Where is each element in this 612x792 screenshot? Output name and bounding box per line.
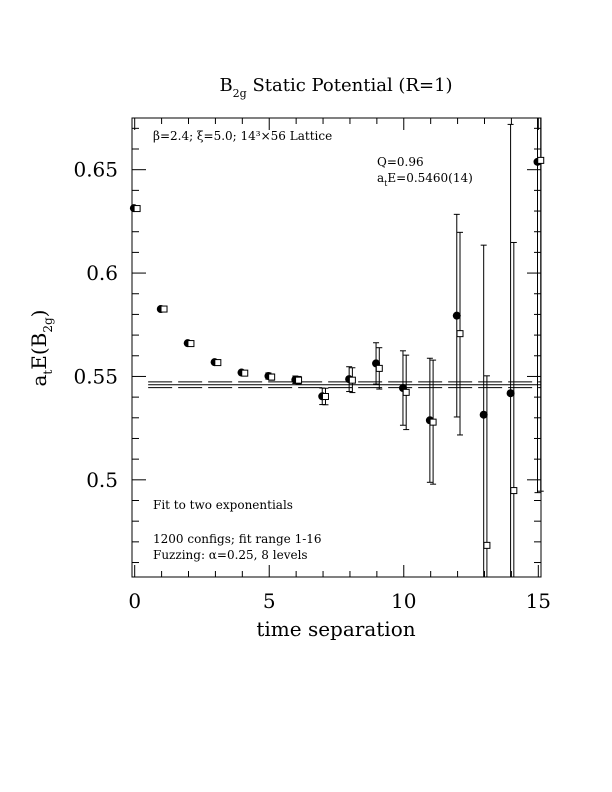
data-point-square — [160, 305, 168, 313]
x-tick-label: 15 — [526, 589, 551, 613]
q-value-annotation: Q=0.96 — [377, 155, 424, 169]
y-tick-label: 0.55 — [73, 364, 118, 388]
data-points — [129, 118, 545, 577]
axis-tick-labels: 0 5 10 15 0.5 0.55 0.6 0.65 — [73, 158, 551, 613]
x-tick-label: 0 — [128, 589, 141, 613]
data-point-square — [375, 364, 383, 372]
data-point-square — [537, 156, 545, 164]
data-point-square — [133, 205, 141, 213]
axis-ticks — [132, 118, 541, 577]
data-point-circle — [506, 389, 515, 398]
data-point-square — [268, 373, 276, 381]
data-point-square — [429, 418, 437, 426]
y-tick-label: 0.5 — [86, 468, 118, 492]
fuzzing-annotation: Fuzzing: α=0.25, 8 levels — [153, 548, 308, 562]
configs-annotation: 1200 configs; fit range 1-16 — [153, 532, 322, 546]
data-point-square — [348, 376, 356, 384]
fit-band — [148, 381, 541, 389]
x-tick-label: 10 — [391, 589, 416, 613]
data-point-square — [321, 393, 329, 401]
data-point-square — [483, 541, 491, 549]
x-tick-label: 5 — [263, 589, 276, 613]
data-point-circle — [452, 311, 461, 320]
chart-title: B2g Static Potential (R=1) — [219, 75, 452, 100]
data-point-square — [456, 330, 464, 338]
y-axis-label: atE(B2g) — [27, 309, 55, 386]
data-point-square — [510, 487, 518, 495]
energy-annotation: atE=0.5460(14) — [377, 171, 473, 188]
data-point-square — [402, 388, 410, 396]
data-point-square — [295, 376, 303, 384]
y-tick-label: 0.6 — [86, 261, 118, 285]
y-tick-label: 0.65 — [73, 158, 118, 182]
data-point-circle — [479, 410, 488, 419]
data-point-square — [214, 359, 222, 367]
x-axis-label: time separation — [256, 617, 415, 641]
data-point-square — [187, 340, 195, 348]
fit-method-annotation: Fit to two exponentials — [153, 498, 293, 512]
data-point-square — [241, 369, 249, 377]
lattice-annotation: β=2.4; ξ=5.0; 14³×56 Lattice — [153, 129, 332, 143]
